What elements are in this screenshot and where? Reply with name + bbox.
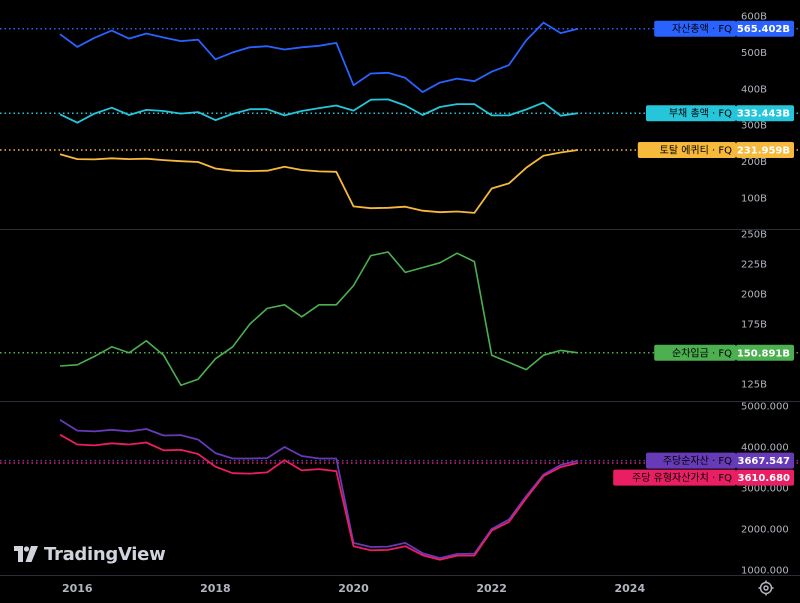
series-value-tag [736,344,794,361]
y-tick-label: 600B [741,12,767,23]
y-tick-label: 175B [741,320,767,331]
x-tick-label: 2024 [614,582,645,595]
net-borrowing-panel[interactable]: 250B225B200B175B150B125B순차입금 · FQ150.891… [0,230,800,391]
series-line[interactable] [59,251,579,387]
series-line[interactable] [59,98,579,124]
y-tick-label: 2000.000 [741,525,789,536]
series-label[interactable]: 자산총액 · FQ 565.402B [654,20,794,37]
y-tick-label: 225B [741,260,767,271]
series-value-label: 231.959B [737,145,790,156]
series-name-tag [637,141,736,158]
series-value-tag [736,452,794,469]
series-line[interactable] [59,149,579,214]
series-name-label: 주당 유형자산가치 · FQ [632,472,732,484]
tradingview-logo-icon [14,546,38,562]
series-value-label: 150.891B [737,348,790,359]
x-tick-label: 2016 [62,582,93,595]
y-tick-label: 4000.000 [741,443,789,454]
series-label[interactable]: 토탈 에퀴티 · FQ 231.959B [637,141,794,158]
series-name-tag [654,20,736,37]
y-tick-label: 200B [741,290,767,301]
series-value-label: 3667.547 [737,456,790,467]
x-tick-label: 2022 [476,582,507,595]
series-value-label: 3610.680 [737,473,790,484]
tradingview-logo[interactable]: TradingView [14,541,166,567]
balance-sheet-panel[interactable]: 600B 500B 400B 300B 200B 100B 자산총액 · FQ 565.402… [0,12,800,214]
series-label[interactable]: 부채 총액 · FQ 333.443B [646,105,794,122]
series-label[interactable]: 주당 유형자산가치 · FQ 3610.680 [613,469,794,486]
series-line[interactable] [59,21,579,93]
x-tick-label: 2018 [200,582,231,595]
series-value-tag [736,105,794,122]
series-label[interactable]: 순차입금 · FQ 150.891B [654,344,794,361]
y-tick-label: 1000.000 [741,566,789,577]
series-name-label: 자산총액 · FQ [672,23,732,35]
y-tick-label: 200B [741,157,767,168]
y-tick-label: 400B [741,84,767,95]
y-tick-label: 300B [741,121,767,132]
series-name-tag [646,452,736,469]
x-axis: 2016 2018 2020 2022 2024 [62,582,645,595]
y-tick-label: 3000.000 [741,484,789,495]
series-name-tag [646,105,736,122]
series-line[interactable] [59,433,579,561]
series-value-tag [736,469,794,486]
series-value-tag [736,141,794,158]
series-value-tag [736,20,794,37]
y-tick-label: 125B [741,380,767,391]
series-name-tag [654,344,736,361]
per-share-panel[interactable]: 5000.000 4000.000 3000.000 2000.000 1000.000… [0,402,800,577]
series-value-label: 565.402B [737,24,790,35]
series-name-tag [613,469,736,486]
series-name-label: 순차입금 · FQ [672,346,732,359]
y-tick-label: 250B [741,230,767,241]
series-label[interactable]: 주당순자산 · FQ 3667.547 [646,452,794,469]
series-line[interactable] [59,419,579,559]
series-name-label: 토탈 에퀴티 · FQ [660,143,732,156]
settings-icon[interactable] [758,580,774,596]
y-tick-label: 100B [741,194,767,205]
series-value-label: 333.443B [737,109,790,120]
x-tick-label: 2020 [338,582,369,595]
series-name-label: 부채 총액 · FQ [669,108,732,120]
series-name-label: 주당순자산 · FQ [663,455,732,467]
y-tick-label: 5000.000 [741,402,789,413]
brand-name: TradingView [44,543,166,565]
y-tick-label: 500B [741,48,767,59]
